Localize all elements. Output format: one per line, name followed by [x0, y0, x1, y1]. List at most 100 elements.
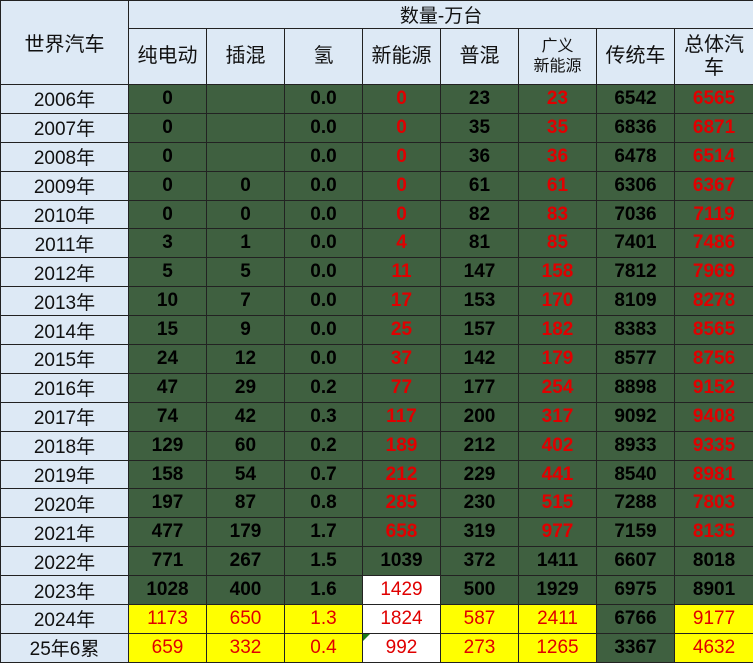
table-cell: 9177 [673, 604, 753, 634]
table-cell: 9152 [673, 372, 753, 403]
row-label: 2017年 [0, 401, 129, 432]
table-row: 2010年 0 0 0.0 0 82 83 7036 7119 [0, 199, 753, 230]
table-row: 2020年 197 87 0.8 285 230 515 7288 7803 [0, 488, 753, 519]
row-label: 25年6累 [0, 632, 129, 663]
table-cell: 402 [518, 430, 597, 461]
table-cell: 212 [362, 459, 441, 490]
table-cell: 35 [440, 112, 519, 143]
table-cell: 285 [362, 488, 441, 519]
table-cell: 1929 [518, 575, 597, 606]
table-cell: 441 [518, 459, 597, 490]
table-cell: 74 [128, 401, 207, 432]
row-label: 2020年 [0, 488, 129, 519]
table-cell: 3 [128, 228, 207, 259]
row-label: 2009年 [0, 170, 129, 201]
table-cell: 29 [206, 372, 285, 403]
table-cell: 4632 [673, 632, 753, 663]
table-cell: 7159 [596, 517, 675, 548]
table-cell: 1265 [518, 632, 597, 663]
table-cell: 319 [440, 517, 519, 548]
table-cell: 61 [440, 170, 519, 201]
table-cell: 3367 [596, 632, 675, 663]
table-cell: 1039 [362, 546, 441, 577]
table-cell: 5 [128, 257, 207, 288]
table-cell: 0.0 [284, 257, 363, 288]
table-cell: 1411 [518, 546, 597, 577]
unit-group-header: 数量-万台 [127, 0, 753, 29]
table-cell: 0 [362, 141, 441, 172]
table-cell: 9092 [596, 401, 675, 432]
row-label: 2010年 [0, 199, 129, 230]
table-cell: 61 [518, 170, 597, 201]
table-cell: 77 [362, 372, 441, 403]
column-header: 普混 [440, 28, 519, 85]
table-cell: 0 [128, 112, 207, 143]
row-label: 2024年 [0, 604, 129, 634]
table-cell [206, 141, 285, 172]
table-cell: 8756 [673, 344, 753, 374]
table-cell: 1028 [128, 575, 207, 606]
table-cell: 0 [362, 170, 441, 201]
column-header: 插混 [206, 28, 285, 85]
table-cell: 372 [440, 546, 519, 577]
table-cell: 7486 [673, 228, 753, 259]
table-row: 2022年 771 267 1.5 1039 372 1411 6607 8018 [0, 546, 753, 577]
table-cell: 0.0 [284, 199, 363, 230]
table-cell: 8933 [596, 430, 675, 461]
table-cell: 0 [128, 199, 207, 230]
table-cell: 10 [128, 286, 207, 317]
table-cell: 230 [440, 488, 519, 519]
table-cell: 0 [206, 170, 285, 201]
row-label: 2014年 [0, 315, 129, 346]
table-row: 2019年 158 54 0.7 212 229 441 8540 8981 [0, 459, 753, 490]
table-cell: 158 [518, 257, 597, 288]
table-cell: 1824 [362, 604, 441, 634]
row-label: 2018年 [0, 430, 129, 461]
table-cell: 267 [206, 546, 285, 577]
table-cell: 7288 [596, 488, 675, 519]
table-cell: 82 [440, 199, 519, 230]
table-cell: 977 [518, 517, 597, 548]
table-cell: 197 [128, 488, 207, 519]
table-cell: 0 [362, 84, 441, 114]
table-cell: 54 [206, 459, 285, 490]
table-cell: 400 [206, 575, 285, 606]
table-row: 2013年 10 7 0.0 17 153 170 8109 8278 [0, 286, 753, 317]
table-cell: 1.6 [284, 575, 363, 606]
table-row: 2011年 3 1 0.0 4 81 85 7401 7486 [0, 228, 753, 259]
column-header: 传统车 [596, 28, 675, 85]
table-cell: 182 [518, 315, 597, 346]
table-cell: 6306 [596, 170, 675, 201]
table-cell: 81 [440, 228, 519, 259]
table-cell: 7803 [673, 488, 753, 519]
table-cell: 15 [128, 315, 207, 346]
row-label: 2011年 [0, 228, 129, 259]
table-cell: 158 [128, 459, 207, 490]
table-cell: 992 [362, 632, 441, 663]
table-cell: 0.2 [284, 430, 363, 461]
table-cell: 0.7 [284, 459, 363, 490]
table-cell: 4 [362, 228, 441, 259]
table-cell: 12 [206, 344, 285, 374]
table-row: 2012年 5 5 0.0 11 147 158 7812 7969 [0, 257, 753, 288]
table-row: 2015年 24 12 0.0 37 142 179 8577 8756 [0, 344, 753, 374]
table-cell: 0 [362, 199, 441, 230]
table-cell: 8540 [596, 459, 675, 490]
table-cell: 6766 [596, 604, 675, 634]
table-cell: 0.0 [284, 315, 363, 346]
row-label: 2023年 [0, 575, 129, 606]
table-cell: 7 [206, 286, 285, 317]
table-cell: 8018 [673, 546, 753, 577]
table-cell: 587 [440, 604, 519, 634]
table-cell: 6542 [596, 84, 675, 114]
table-cell: 2411 [518, 604, 597, 634]
table-cell: 6514 [673, 141, 753, 172]
table-cell: 142 [440, 344, 519, 374]
table-cell: 24 [128, 344, 207, 374]
table-cell: 147 [440, 257, 519, 288]
column-header: 总体汽 车 [673, 28, 753, 85]
table-cell: 157 [440, 315, 519, 346]
table-cell: 212 [440, 430, 519, 461]
table-cell: 6871 [673, 112, 753, 143]
